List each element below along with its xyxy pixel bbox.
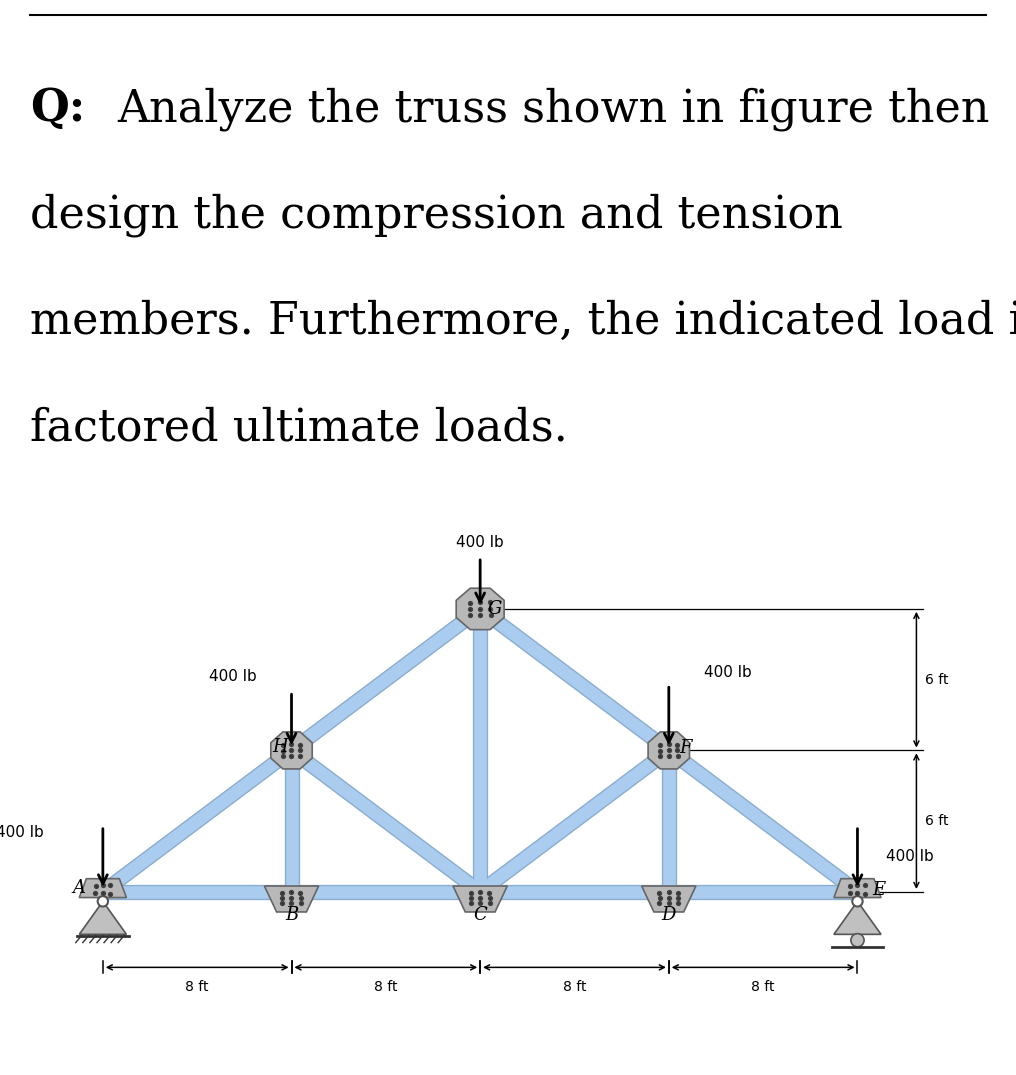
Polygon shape: [642, 886, 696, 912]
Polygon shape: [648, 732, 690, 769]
Text: 8 ft: 8 ft: [374, 980, 397, 994]
Text: 8 ft: 8 ft: [186, 980, 209, 994]
Text: C: C: [473, 906, 487, 924]
Polygon shape: [834, 878, 881, 898]
Text: Q:: Q:: [30, 87, 85, 130]
Text: D: D: [661, 906, 676, 924]
Polygon shape: [456, 588, 504, 630]
Polygon shape: [79, 901, 126, 934]
Polygon shape: [79, 878, 126, 898]
Text: B: B: [284, 906, 298, 924]
Text: G: G: [487, 600, 502, 618]
Circle shape: [850, 934, 864, 947]
Text: members. Furthermore, the indicated load is: members. Furthermore, the indicated load…: [30, 300, 1016, 343]
Text: 400 lb: 400 lb: [208, 670, 256, 685]
Text: H: H: [272, 737, 288, 756]
Text: 8 ft: 8 ft: [752, 980, 775, 994]
Circle shape: [98, 897, 108, 906]
Text: E: E: [872, 880, 885, 899]
Text: 8 ft: 8 ft: [563, 980, 586, 994]
Polygon shape: [453, 886, 507, 912]
Text: 6 ft: 6 ft: [925, 673, 948, 687]
Circle shape: [852, 897, 863, 906]
Polygon shape: [271, 732, 312, 769]
Text: 400 lb: 400 lb: [886, 849, 934, 864]
Polygon shape: [834, 901, 881, 934]
Text: 400 lb: 400 lb: [704, 664, 752, 679]
Text: 6 ft: 6 ft: [925, 814, 948, 828]
Text: factored ultimate loads.: factored ultimate loads.: [30, 406, 568, 449]
Text: 400 lb: 400 lb: [0, 826, 44, 841]
Polygon shape: [264, 886, 319, 912]
Text: design the compression and tension: design the compression and tension: [30, 194, 843, 238]
Text: 400 lb: 400 lb: [456, 535, 504, 550]
Text: Analyze the truss shown in figure then: Analyze the truss shown in figure then: [117, 87, 990, 131]
Text: A: A: [73, 879, 85, 898]
Text: F: F: [679, 739, 692, 757]
